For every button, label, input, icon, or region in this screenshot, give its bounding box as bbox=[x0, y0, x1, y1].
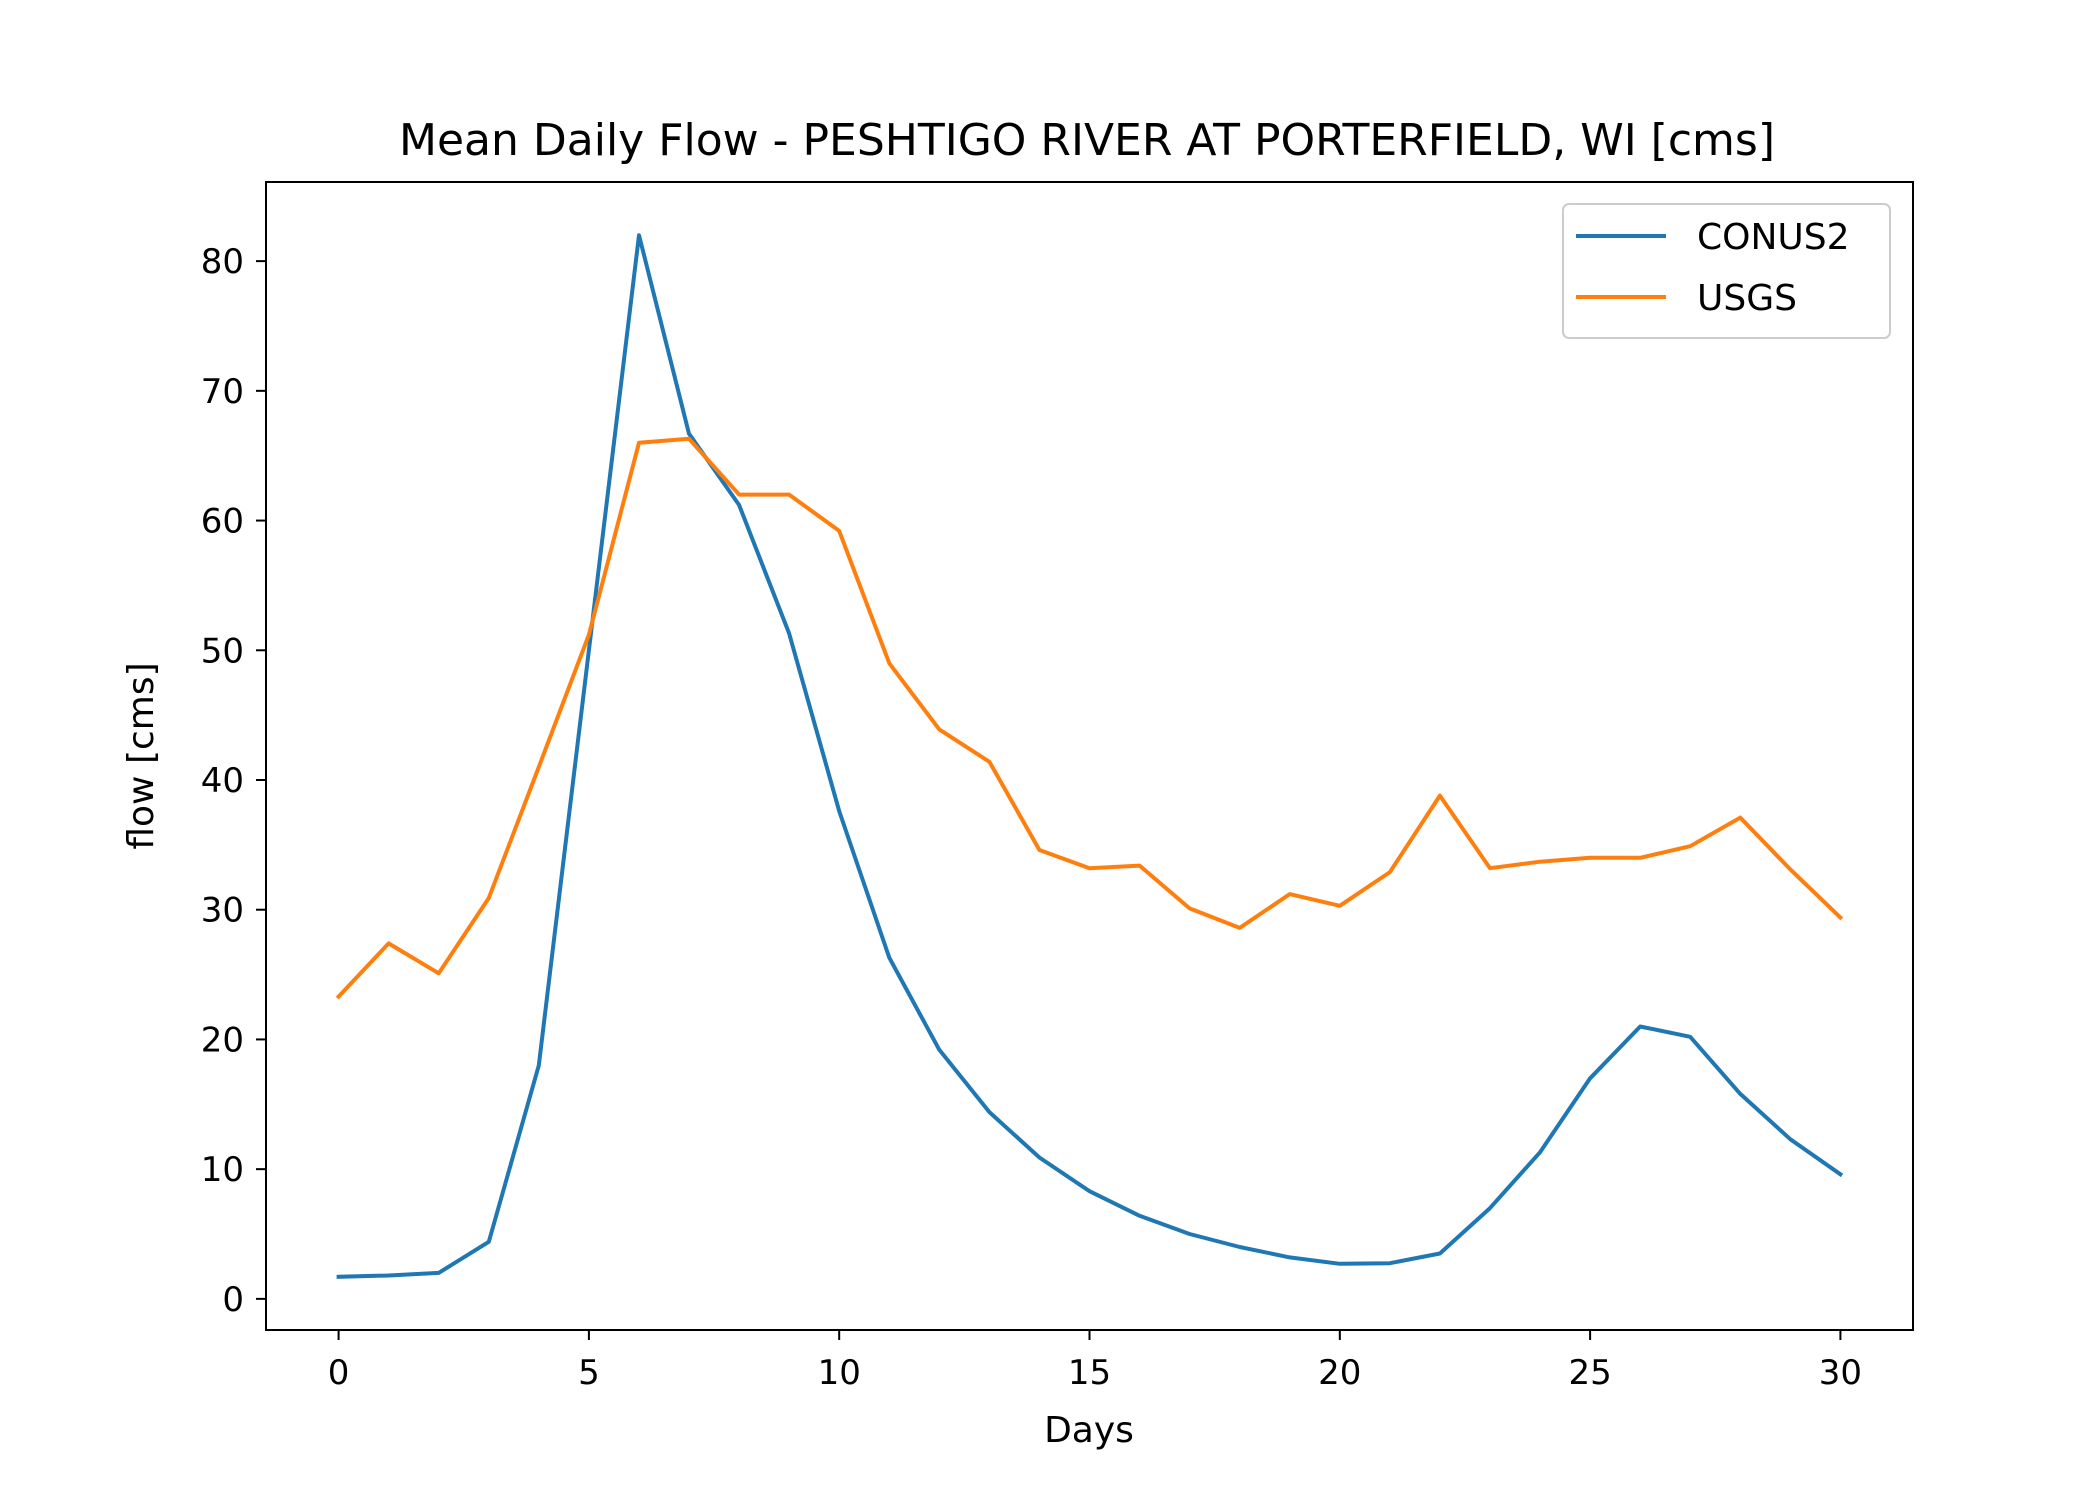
x-tick-label: 30 bbox=[1819, 1353, 1862, 1393]
x-tick-label: 20 bbox=[1318, 1353, 1361, 1393]
y-tick-label: 60 bbox=[201, 502, 244, 542]
y-tick-label: 30 bbox=[201, 891, 244, 931]
series-line-usgs bbox=[335, 436, 1844, 1000]
y-tick-label: 0 bbox=[222, 1280, 244, 1320]
x-axis-ticks: 0 5 10 15 20 25 30 bbox=[328, 1330, 1862, 1393]
x-tick-label: 10 bbox=[818, 1353, 861, 1393]
legend-label-usgs: USGS bbox=[1697, 278, 1797, 319]
y-tick-label: 50 bbox=[201, 631, 244, 671]
x-tick-label: 5 bbox=[578, 1353, 600, 1393]
series-layer bbox=[335, 233, 1844, 1279]
x-axis-label: Days bbox=[1044, 1410, 1134, 1451]
y-tick-label: 70 bbox=[201, 372, 244, 412]
legend-label-conus2: CONUS2 bbox=[1697, 217, 1850, 258]
y-axis-ticks: 0 10 20 30 40 50 60 70 80 bbox=[201, 242, 266, 1320]
series-line-conus2 bbox=[336, 233, 1844, 1279]
y-tick-label: 40 bbox=[201, 761, 244, 801]
x-tick-label: 0 bbox=[328, 1353, 350, 1393]
plot-area bbox=[266, 182, 1913, 1330]
y-tick-label: 80 bbox=[201, 242, 244, 282]
x-tick-label: 15 bbox=[1068, 1353, 1111, 1393]
y-tick-label: 20 bbox=[201, 1020, 244, 1060]
chart-title: Mean Daily Flow - PESHTIGO RIVER AT PORT… bbox=[399, 115, 1775, 166]
y-axis-label: flow [cms] bbox=[121, 662, 162, 849]
legend: CONUS2 USGS bbox=[1562, 203, 1891, 339]
x-tick-label: 25 bbox=[1568, 1353, 1611, 1393]
y-tick-label: 10 bbox=[201, 1150, 244, 1190]
